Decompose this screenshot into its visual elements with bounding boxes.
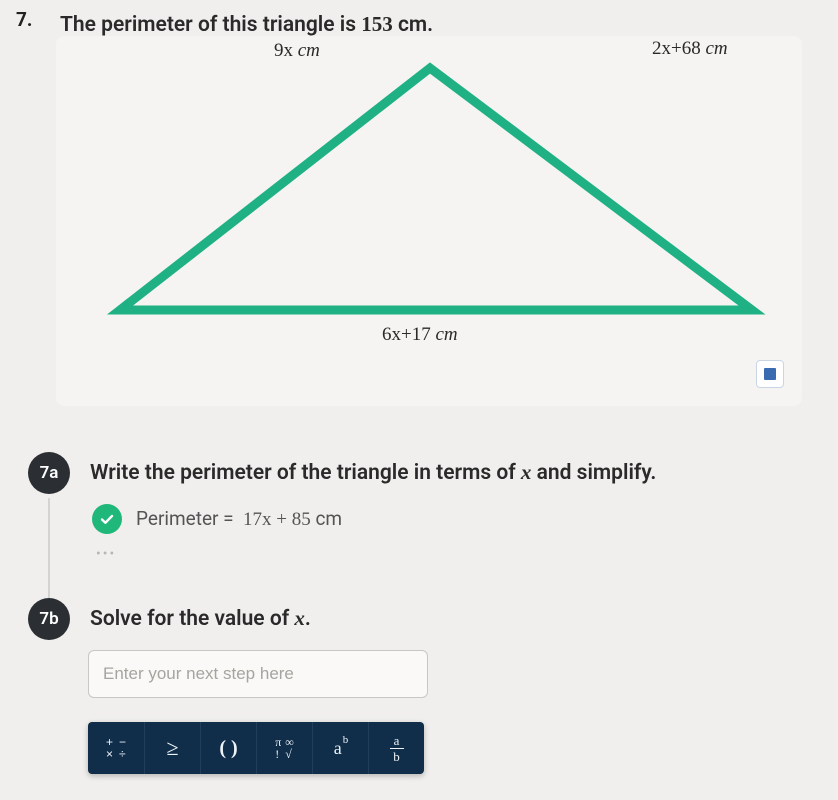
math-toolbar: + − × ÷ ≥ ( ) π ∞ ! √ ab a b — [88, 722, 424, 774]
answer-expr: 17x + 85 — [243, 509, 311, 530]
part-7a-prompt-suffix: and simplify. — [531, 461, 656, 485]
part-7b-prompt: Solve for the value of x. — [90, 606, 311, 631]
toolbar-frac-button[interactable]: a b — [368, 722, 424, 774]
toolbar-ge-button[interactable]: ≥ — [144, 722, 200, 774]
side-bc-unit: cm — [705, 38, 727, 59]
side-label-ca: 6x+17 cm — [382, 324, 458, 346]
step-input[interactable] — [88, 650, 428, 698]
prompt-prefix: The perimeter of this triangle is — [60, 13, 361, 37]
figure-panel: 9x cm 2x+68 cm 6x+17 cm — [56, 36, 802, 406]
part-7b-prompt-text: Solve for the value of — [90, 607, 294, 631]
triangle-figure — [80, 50, 780, 340]
side-label-bc: 2x+68 cm — [652, 38, 728, 60]
answer-label: Perimeter = — [136, 507, 238, 530]
side-ca-unit: cm — [435, 324, 457, 345]
toolbar-consts-button[interactable]: π ∞ ! √ — [256, 722, 312, 774]
op-times: × — [106, 748, 113, 760]
part-7b: 7b Solve for the value of x. — [28, 598, 818, 640]
answer-unit: cm — [311, 507, 342, 530]
pow-base: a — [334, 738, 342, 759]
pow-sup: b — [343, 734, 349, 746]
part-7a-answer: Perimeter = 17x + 85 cm — [92, 504, 342, 534]
part-7a: 7a Write the perimeter of the triangle i… — [28, 452, 818, 494]
op-div: ÷ — [119, 748, 126, 760]
part-connector — [48, 498, 50, 602]
toolbar-paren-button[interactable]: ( ) — [200, 722, 256, 774]
side-ab-expr: 9x — [274, 40, 293, 61]
part-7a-var: x — [521, 460, 532, 484]
side-ca-expr: 6x+17 — [382, 324, 431, 345]
side-label-ab: 9x cm — [274, 40, 320, 62]
side-ab-unit: cm — [298, 40, 320, 61]
side-bc-expr: 2x+68 — [652, 38, 701, 59]
toolbar-pow-button[interactable]: ab — [312, 722, 368, 774]
part-7a-prompt-text: Write the perimeter of the triangle in t… — [90, 461, 521, 485]
question-prompt: The perimeter of this triangle is 153 cm… — [60, 12, 433, 37]
part-7b-var: x — [294, 606, 305, 630]
part-7a-prompt: Write the perimeter of the triangle in t… — [90, 460, 656, 485]
question-number: 7. — [16, 8, 32, 31]
part-badge-7a: 7a — [28, 452, 70, 494]
check-icon — [92, 504, 122, 534]
frac-num: a — [394, 734, 400, 747]
part-7a-answer-text: Perimeter = 17x + 85 cm — [136, 507, 342, 531]
flag-icon — [764, 368, 776, 380]
perimeter-value: 153 — [361, 12, 393, 36]
prompt-suffix: cm. — [393, 13, 433, 37]
more-menu[interactable]: ••• — [96, 546, 116, 562]
const-sqrt: √ — [285, 748, 294, 760]
flag-button[interactable] — [756, 360, 784, 388]
part-badge-7b: 7b — [28, 598, 70, 640]
part-7b-prompt-suffix: . — [305, 607, 311, 631]
const-fact: ! — [275, 748, 281, 760]
frac-den: b — [393, 750, 400, 763]
toolbar-ops-button[interactable]: + − × ÷ — [88, 722, 144, 774]
